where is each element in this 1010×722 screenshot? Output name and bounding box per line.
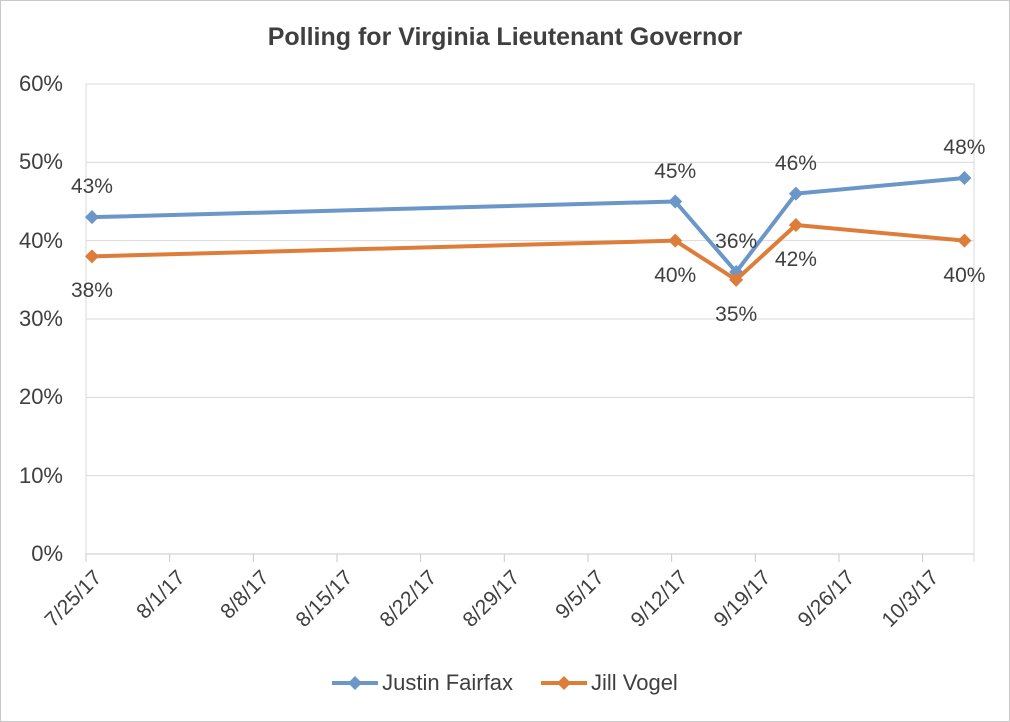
data-point-marker xyxy=(957,233,972,248)
data-point-marker xyxy=(84,249,99,264)
data-point-label: 36% xyxy=(715,230,758,253)
data-point-marker xyxy=(668,194,683,209)
legend-item-jill-vogel: Jill Vogel xyxy=(540,670,678,696)
y-tick-label: 50% xyxy=(18,149,63,175)
y-tick-label: 10% xyxy=(18,462,63,488)
data-point-marker xyxy=(84,210,99,225)
y-tick-label: 0% xyxy=(31,541,63,566)
y-tick-label: 60% xyxy=(18,71,63,96)
y-tick-label: 40% xyxy=(18,227,63,253)
chart-title: Polling for Virginia Lieutenant Governor xyxy=(267,23,743,51)
legend-label-justin-fairfax: Justin Fairfax xyxy=(382,670,513,695)
y-tick-label: 20% xyxy=(18,384,63,410)
data-point-marker xyxy=(729,272,744,287)
data-point-label: 40% xyxy=(654,263,697,287)
legend-marker-icon xyxy=(332,676,379,690)
data-point-label: 43% xyxy=(70,175,113,199)
series-line-justin-fairfax xyxy=(89,176,967,274)
data-point-label: 48% xyxy=(943,136,986,159)
legend-label-jill-vogel: Jill Vogel xyxy=(590,670,678,695)
data-point-label: 45% xyxy=(654,159,697,183)
data-point-label: 35% xyxy=(715,302,758,326)
data-point-label: 46% xyxy=(774,151,817,175)
data-point-marker xyxy=(788,218,803,232)
data-point-marker xyxy=(668,233,683,248)
data-point-marker xyxy=(788,186,803,201)
y-tick-label: 30% xyxy=(18,306,63,331)
legend-marker-icon xyxy=(540,676,587,690)
legend-item-justin-fairfax: Justin Fairfax xyxy=(332,670,513,696)
data-point-marker xyxy=(957,171,972,185)
data-point-label: 40% xyxy=(943,263,986,287)
legend: Justin Fairfax Jill Vogel xyxy=(1,667,1009,699)
data-point-label: 42% xyxy=(774,248,817,271)
data-point-label: 38% xyxy=(70,279,113,303)
series-line-jill-vogel xyxy=(89,223,967,282)
